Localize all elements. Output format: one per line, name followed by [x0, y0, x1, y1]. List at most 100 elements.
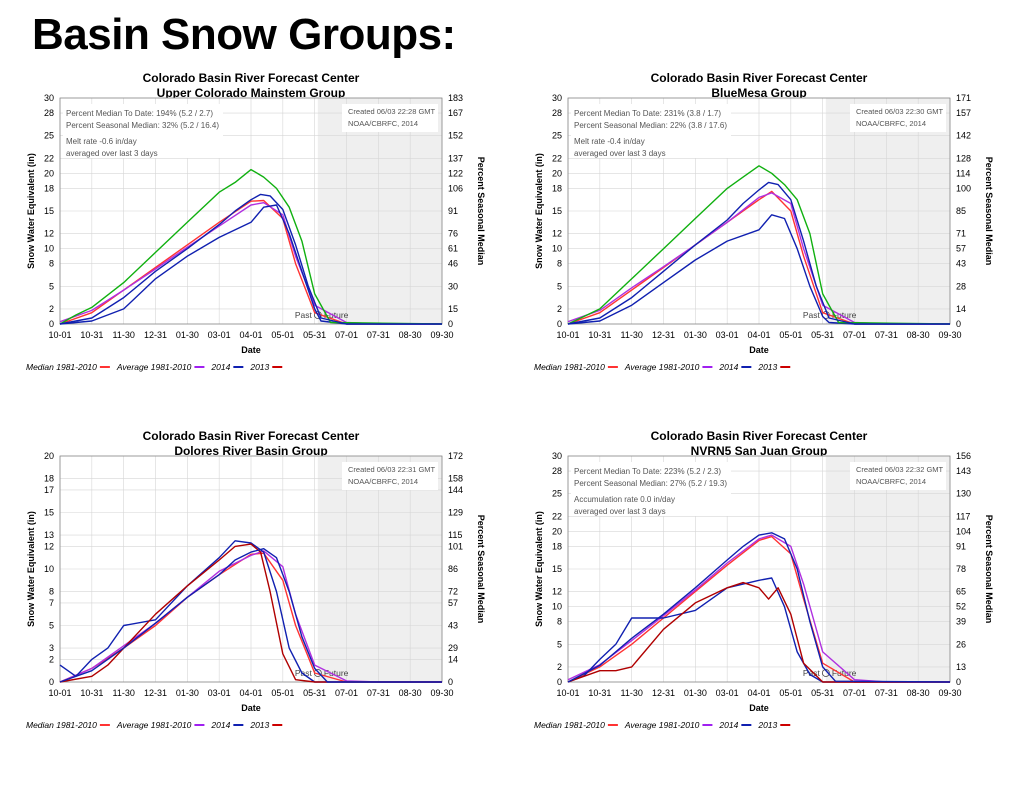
y-axis-label: Snow Water Equivalent (in) [26, 153, 36, 269]
chart-subtitle: NVRN5 San Juan Group [691, 444, 828, 458]
y-tick-label: 30 [552, 451, 562, 461]
y2-axis-label: Percent Seasonal Median [984, 157, 994, 266]
y2-tick-label: 152 [448, 131, 463, 141]
legend-label: 2013 [249, 362, 269, 372]
x-tick-label: 03-01 [208, 688, 231, 698]
y2-tick-label: 43 [956, 259, 966, 269]
legend-label: 2013 [249, 720, 269, 730]
x-tick-label: 03-01 [716, 330, 739, 340]
created-box [342, 462, 438, 490]
x-tick-label: 08-30 [399, 330, 422, 340]
created-line: NOAA/CBRFC, 2014 [856, 477, 926, 486]
future-label: Future [324, 668, 349, 678]
past-label: Past [803, 310, 821, 320]
y-tick-label: 13 [44, 530, 54, 540]
created-box [342, 104, 438, 132]
y2-tick-label: 167 [448, 108, 463, 118]
legend-label: 2014 [718, 362, 738, 372]
y-tick-label: 5 [557, 639, 562, 649]
x-tick-label: 03-01 [208, 330, 231, 340]
y-tick-label: 15 [44, 508, 54, 518]
y2-tick-label: 15 [448, 304, 458, 314]
series-line-average [59, 201, 442, 325]
created-line: NOAA/CBRFC, 2014 [348, 119, 418, 128]
series-line-average [567, 192, 950, 325]
y2-tick-label: 100 [956, 183, 971, 193]
y2-axis-label: Percent Seasonal Median [984, 515, 994, 624]
series-line-y2014 [59, 547, 442, 683]
y-tick-label: 2 [49, 304, 54, 314]
y2-tick-label: 28 [956, 281, 966, 291]
created-line: Created 06/03 22:30 GMT [856, 107, 944, 116]
y2-tick-label: 52 [956, 602, 966, 612]
y2-tick-label: 29 [448, 643, 458, 653]
plot-border [59, 97, 443, 325]
created-line: Created 06/03 22:31 GMT [348, 465, 436, 474]
legend-label: Average 1981-2010 [116, 720, 192, 730]
x-tick-label: 07-31 [875, 688, 898, 698]
y2-tick-label: 57 [448, 598, 458, 608]
y-tick-label: 20 [552, 168, 562, 178]
y-axis-label: Snow Water Equivalent (in) [534, 511, 544, 627]
x-tick-label: 05-31 [303, 330, 326, 340]
y2-tick-label: 183 [448, 93, 463, 103]
y-tick-label: 18 [552, 183, 562, 193]
y2-tick-label: 78 [956, 564, 966, 574]
y2-tick-label: 106 [448, 183, 463, 193]
y2-tick-label: 115 [448, 530, 462, 540]
y2-tick-label: 158 [448, 474, 463, 484]
x-tick-label: 09-30 [430, 688, 453, 698]
series-line-y2013_red [567, 581, 950, 683]
y2-tick-label: 130 [956, 489, 971, 499]
y2-tick-label: 0 [956, 677, 961, 687]
y2-tick-label: 101 [448, 541, 463, 551]
y-tick-label: 3 [49, 643, 54, 653]
series-line-y2014 [567, 214, 950, 325]
y2-tick-label: 0 [448, 677, 453, 687]
y-tick-label: 10 [552, 244, 562, 254]
x-tick-label: 12-31 [652, 330, 675, 340]
past-label: Past [295, 310, 313, 320]
x-tick-label: 12-31 [652, 688, 675, 698]
plot-border [567, 97, 951, 325]
info-line: Percent Median To Date: 223% (5.2 / 2.3) [574, 467, 721, 476]
x-tick-label: 01-30 [684, 688, 707, 698]
legend-label: 2013 [757, 362, 777, 372]
x-tick-label: 03-01 [716, 688, 739, 698]
y2-tick-label: 0 [956, 319, 961, 329]
chart-subtitle: BlueMesa Group [711, 86, 806, 100]
x-tick-label: 04-01 [239, 330, 262, 340]
y2-tick-label: 30 [448, 281, 458, 291]
x-tick-label: 01-30 [176, 688, 199, 698]
x-axis-label: Date [749, 345, 769, 355]
series-line-median [567, 535, 950, 683]
y2-tick-label: 86 [448, 564, 458, 574]
created-line: NOAA/CBRFC, 2014 [856, 119, 926, 128]
x-tick-label: 09-30 [430, 330, 453, 340]
x-tick-label: 11-30 [112, 330, 134, 340]
x-tick-label: 05-01 [779, 330, 802, 340]
y-tick-label: 12 [552, 587, 562, 597]
series-line-y2014 [567, 532, 951, 683]
legend-label: Average 1981-2010 [116, 362, 192, 372]
y-tick-label: 28 [552, 466, 562, 476]
x-tick-label: 10-01 [48, 688, 71, 698]
x-tick-label: 09-30 [938, 330, 961, 340]
y-tick-label: 5 [557, 281, 562, 291]
x-tick-label: 07-31 [367, 688, 390, 698]
y-tick-label: 22 [552, 511, 562, 521]
info-line: Percent Median To Date: 194% (5.2 / 2.7) [66, 109, 213, 118]
y-tick-label: 10 [44, 244, 54, 254]
chart-upper-colorado: Colorado Basin River Forecast Center Uppe… [22, 70, 492, 430]
y-tick-label: 7 [49, 598, 54, 608]
y2-tick-label: 91 [448, 206, 458, 216]
y2-tick-label: 104 [956, 526, 971, 536]
y-tick-label: 12 [44, 541, 54, 551]
y-tick-label: 25 [44, 131, 54, 141]
y-tick-label: 30 [44, 93, 54, 103]
y-tick-label: 8 [557, 259, 562, 269]
y-tick-label: 0 [557, 319, 562, 329]
created-box [850, 104, 946, 132]
info-line: averaged over last 3 days [66, 149, 158, 158]
plot-border [59, 455, 443, 683]
